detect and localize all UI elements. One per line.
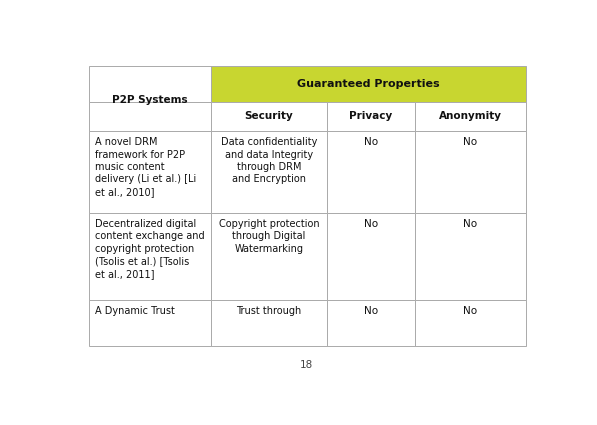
Text: No: No bbox=[463, 137, 477, 147]
Bar bbox=[327, 102, 415, 131]
Bar bbox=[211, 213, 327, 300]
Bar bbox=[327, 300, 415, 346]
Text: No: No bbox=[364, 219, 378, 229]
Bar bbox=[211, 300, 327, 346]
Text: P2P Systems: P2P Systems bbox=[112, 95, 187, 105]
Text: through DRM: through DRM bbox=[236, 162, 301, 172]
Text: Guaranteed Properties: Guaranteed Properties bbox=[297, 79, 440, 89]
Text: through Digital: through Digital bbox=[232, 231, 306, 241]
Bar bbox=[88, 131, 211, 213]
Text: content exchange and: content exchange and bbox=[94, 231, 204, 241]
Text: (Tsolis et al.) [Tsolis: (Tsolis et al.) [Tsolis bbox=[94, 256, 189, 266]
Text: Data confidentiality: Data confidentiality bbox=[221, 137, 317, 147]
Bar bbox=[415, 102, 526, 131]
Text: music content: music content bbox=[94, 162, 164, 172]
Text: No: No bbox=[364, 137, 378, 147]
Text: delivery (Li et al.) [Li: delivery (Li et al.) [Li bbox=[94, 174, 196, 184]
Bar bbox=[88, 300, 211, 346]
Text: Trust through: Trust through bbox=[236, 306, 301, 316]
Text: No: No bbox=[364, 306, 378, 316]
Bar bbox=[211, 102, 327, 131]
Text: 18: 18 bbox=[299, 360, 313, 370]
Bar bbox=[211, 131, 327, 213]
Text: et al., 2010]: et al., 2010] bbox=[94, 187, 154, 197]
Text: Privacy: Privacy bbox=[349, 111, 392, 122]
Text: No: No bbox=[463, 219, 477, 229]
Bar bbox=[415, 213, 526, 300]
Text: et al., 2011]: et al., 2011] bbox=[94, 269, 154, 279]
Bar bbox=[211, 66, 526, 102]
Bar bbox=[327, 213, 415, 300]
Bar bbox=[88, 102, 211, 131]
Bar bbox=[415, 131, 526, 213]
Text: Security: Security bbox=[245, 111, 293, 122]
Text: and data Integrity: and data Integrity bbox=[225, 150, 313, 159]
Text: Copyright protection: Copyright protection bbox=[219, 219, 319, 229]
Bar bbox=[88, 66, 211, 102]
Text: framework for P2P: framework for P2P bbox=[94, 150, 184, 159]
Text: A Dynamic Trust: A Dynamic Trust bbox=[94, 306, 174, 316]
Text: Anonymity: Anonymity bbox=[439, 111, 501, 122]
Bar bbox=[88, 213, 211, 300]
Text: and Encryption: and Encryption bbox=[232, 174, 306, 184]
Bar bbox=[327, 131, 415, 213]
Bar bbox=[415, 300, 526, 346]
Text: Watermarking: Watermarking bbox=[235, 244, 303, 254]
Text: copyright protection: copyright protection bbox=[94, 244, 194, 254]
Text: Decentralized digital: Decentralized digital bbox=[94, 219, 196, 229]
Text: A novel DRM: A novel DRM bbox=[94, 137, 157, 147]
Text: No: No bbox=[463, 306, 477, 316]
